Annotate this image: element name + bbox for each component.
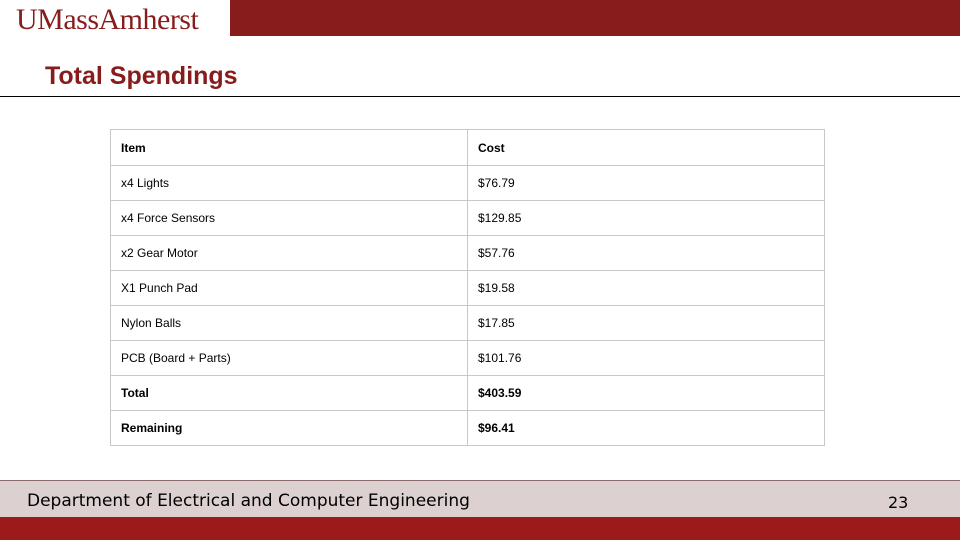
item-cell: x4 Lights [110, 165, 468, 201]
table-row: PCB (Board + Parts) $101.76 [110, 340, 825, 376]
footer-band [0, 480, 960, 517]
table-header-row: Item Cost [110, 129, 825, 166]
cost-cell: $76.79 [467, 165, 825, 201]
umass-amherst-logo: UMassAmherst [16, 3, 199, 36]
item-cell: PCB (Board + Parts) [110, 340, 468, 376]
cost-cell: $19.58 [467, 270, 825, 306]
item-cell: x2 Gear Motor [110, 235, 468, 271]
item-cell: X1 Punch Pad [110, 270, 468, 306]
logo-area [0, 0, 230, 36]
table-row: x2 Gear Motor $57.76 [110, 235, 825, 271]
remaining-label: Remaining [110, 410, 468, 446]
table-row: X1 Punch Pad $19.58 [110, 270, 825, 306]
spendings-table: Item Cost x4 Lights $76.79 x4 Force Sens… [110, 129, 825, 446]
table-row: x4 Force Sensors $129.85 [110, 200, 825, 236]
department-name: Department of Electrical and Computer En… [27, 491, 470, 511]
total-row: Total $403.59 [110, 375, 825, 411]
total-label: Total [110, 375, 468, 411]
column-header-item: Item [110, 129, 468, 166]
table-row: Nylon Balls $17.85 [110, 305, 825, 341]
cost-cell: $57.76 [467, 235, 825, 271]
item-cell: Nylon Balls [110, 305, 468, 341]
remaining-row: Remaining $96.41 [110, 410, 825, 446]
remaining-value: $96.41 [467, 410, 825, 446]
item-cell: x4 Force Sensors [110, 200, 468, 236]
cost-cell: $17.85 [467, 305, 825, 341]
title-divider [0, 96, 960, 97]
table-row: x4 Lights $76.79 [110, 165, 825, 201]
column-header-cost: Cost [467, 129, 825, 166]
slide-title: Total Spendings [45, 62, 238, 90]
page-number: 23 [888, 493, 909, 512]
cost-cell: $129.85 [467, 200, 825, 236]
cost-cell: $101.76 [467, 340, 825, 376]
bottom-band [0, 517, 960, 540]
total-value: $403.59 [467, 375, 825, 411]
